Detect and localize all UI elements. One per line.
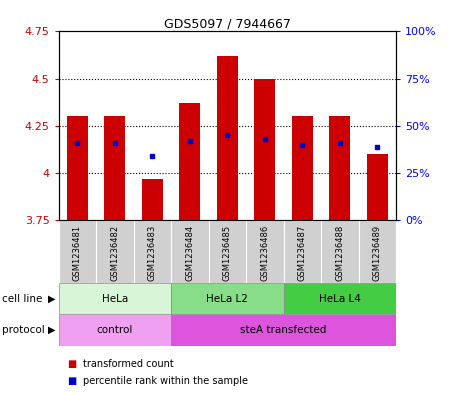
Bar — [58, 314, 171, 346]
Bar — [208, 220, 246, 283]
Text: GSM1236486: GSM1236486 — [260, 225, 269, 281]
Bar — [284, 220, 321, 283]
Text: ■: ■ — [68, 376, 77, 386]
Text: GSM1236484: GSM1236484 — [185, 225, 194, 281]
Bar — [284, 283, 396, 314]
Bar — [254, 79, 275, 220]
Text: steA transfected: steA transfected — [240, 325, 327, 335]
Text: GSM1236489: GSM1236489 — [373, 225, 382, 281]
Bar — [292, 116, 313, 220]
Bar — [171, 283, 284, 314]
Text: HeLa: HeLa — [102, 294, 128, 304]
Text: percentile rank within the sample: percentile rank within the sample — [83, 376, 248, 386]
Bar — [134, 220, 171, 283]
Title: GDS5097 / 7944667: GDS5097 / 7944667 — [164, 17, 291, 30]
Text: GSM1236483: GSM1236483 — [148, 225, 157, 281]
Text: ■: ■ — [68, 358, 77, 369]
Text: GSM1236488: GSM1236488 — [335, 225, 344, 281]
Bar — [321, 220, 359, 283]
Text: GSM1236481: GSM1236481 — [73, 225, 82, 281]
Bar — [171, 314, 396, 346]
Text: ▶: ▶ — [48, 294, 56, 304]
Text: HeLa L2: HeLa L2 — [206, 294, 248, 304]
Text: transformed count: transformed count — [83, 358, 174, 369]
Text: HeLa L4: HeLa L4 — [319, 294, 361, 304]
Bar — [58, 220, 96, 283]
Bar — [367, 154, 387, 220]
Text: protocol: protocol — [2, 325, 45, 335]
Text: control: control — [97, 325, 133, 335]
Text: cell line: cell line — [2, 294, 43, 304]
Text: GSM1236482: GSM1236482 — [110, 225, 119, 281]
Bar — [67, 116, 88, 220]
Text: GSM1236485: GSM1236485 — [223, 225, 232, 281]
Bar — [104, 116, 125, 220]
Bar — [58, 283, 171, 314]
Bar — [180, 103, 200, 220]
Bar — [171, 220, 208, 283]
Bar — [142, 178, 162, 220]
Text: ▶: ▶ — [48, 325, 56, 335]
Bar — [96, 220, 134, 283]
Text: GSM1236487: GSM1236487 — [298, 225, 307, 281]
Bar — [359, 220, 396, 283]
Bar — [329, 116, 350, 220]
Bar — [217, 56, 238, 220]
Bar — [246, 220, 284, 283]
